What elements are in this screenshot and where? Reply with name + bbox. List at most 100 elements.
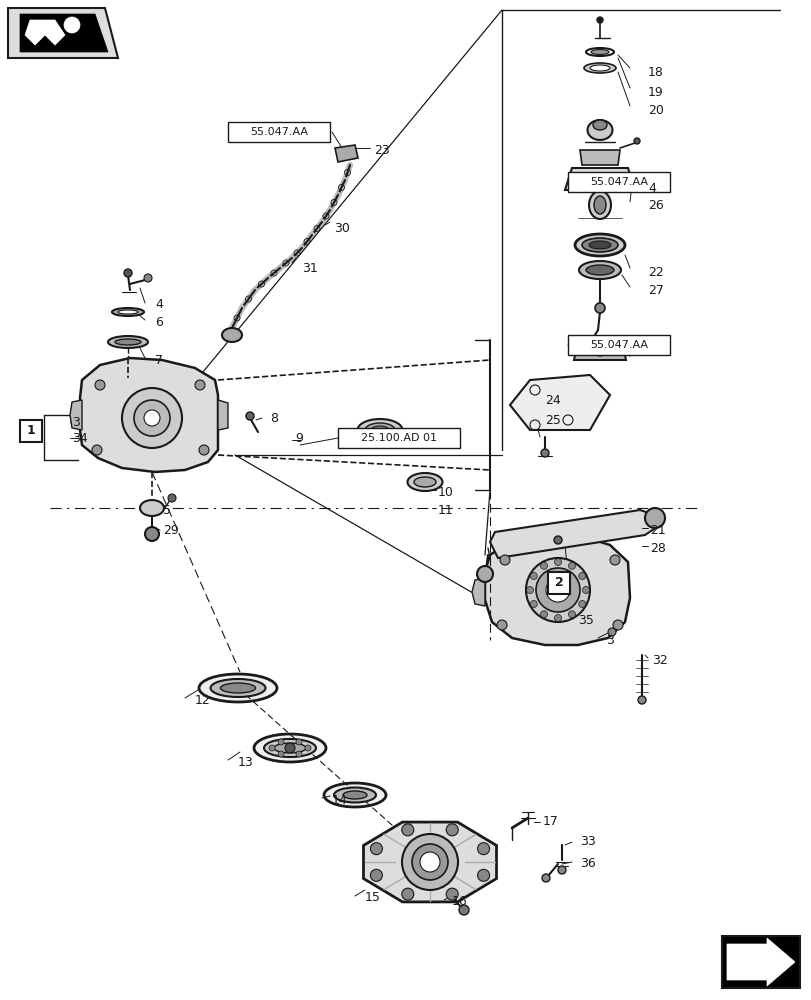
Text: 2: 2 (554, 576, 563, 589)
Text: 23: 23 (374, 144, 389, 157)
Circle shape (500, 555, 509, 565)
Ellipse shape (254, 734, 325, 762)
Circle shape (477, 869, 489, 881)
Text: 19: 19 (647, 86, 663, 99)
Circle shape (124, 269, 132, 277)
Polygon shape (20, 14, 108, 52)
Circle shape (557, 866, 565, 874)
Polygon shape (509, 375, 609, 430)
Bar (20, 420, 42, 442)
Bar (547, 572, 569, 594)
Circle shape (581, 586, 589, 593)
Circle shape (607, 628, 616, 636)
Circle shape (554, 614, 561, 621)
Bar (721, 936, 799, 988)
Bar (568, 335, 669, 355)
Bar (568, 172, 669, 192)
Polygon shape (8, 8, 118, 58)
Circle shape (637, 696, 646, 704)
Circle shape (633, 138, 639, 144)
Ellipse shape (264, 739, 315, 757)
Ellipse shape (594, 196, 605, 214)
Circle shape (476, 566, 492, 582)
Ellipse shape (210, 679, 265, 697)
Polygon shape (335, 145, 358, 162)
Text: 36: 36 (579, 857, 595, 870)
Circle shape (578, 572, 585, 580)
Text: 35: 35 (577, 613, 593, 626)
Circle shape (370, 869, 382, 881)
Text: 4: 4 (155, 298, 163, 312)
Circle shape (277, 751, 284, 757)
Text: 4: 4 (647, 182, 655, 195)
Circle shape (540, 449, 548, 457)
Circle shape (477, 843, 489, 855)
Polygon shape (573, 340, 625, 360)
Circle shape (596, 17, 603, 23)
Ellipse shape (588, 191, 610, 219)
Ellipse shape (587, 120, 611, 140)
Ellipse shape (578, 261, 620, 279)
Polygon shape (726, 938, 794, 986)
Text: 21: 21 (649, 524, 665, 536)
Ellipse shape (115, 339, 141, 345)
Circle shape (496, 620, 506, 630)
Text: 13: 13 (238, 756, 253, 768)
Polygon shape (363, 822, 496, 902)
Circle shape (530, 600, 537, 607)
Text: 55.047.AA: 55.047.AA (590, 340, 647, 350)
Text: 11: 11 (437, 504, 453, 516)
Ellipse shape (324, 783, 385, 807)
Circle shape (296, 739, 302, 745)
Circle shape (530, 572, 537, 580)
Ellipse shape (574, 234, 624, 256)
Ellipse shape (586, 265, 613, 275)
Text: 3: 3 (72, 416, 79, 428)
Circle shape (578, 600, 585, 607)
Text: 20: 20 (647, 104, 663, 117)
Polygon shape (564, 168, 634, 190)
Circle shape (446, 888, 457, 900)
Circle shape (401, 824, 414, 836)
Text: 18: 18 (647, 66, 663, 79)
Circle shape (609, 555, 620, 565)
Circle shape (277, 739, 284, 745)
Ellipse shape (581, 238, 617, 252)
Polygon shape (70, 400, 82, 430)
Circle shape (145, 527, 159, 541)
Text: 1: 1 (27, 424, 36, 438)
Ellipse shape (407, 473, 442, 491)
Polygon shape (217, 400, 228, 430)
Text: 15: 15 (365, 892, 380, 904)
Text: 28: 28 (649, 542, 665, 554)
Ellipse shape (273, 743, 306, 753)
Ellipse shape (365, 423, 394, 437)
Ellipse shape (118, 310, 138, 314)
Text: 55.047.AA: 55.047.AA (250, 127, 307, 137)
Ellipse shape (583, 63, 616, 73)
Text: 3: 3 (605, 634, 613, 646)
Text: 10: 10 (437, 486, 453, 498)
Ellipse shape (199, 674, 277, 702)
Circle shape (419, 852, 440, 872)
Ellipse shape (139, 500, 164, 516)
Circle shape (401, 888, 414, 900)
Text: 55.047.AA: 55.047.AA (590, 177, 647, 187)
Text: 34: 34 (72, 432, 88, 444)
Text: 22: 22 (647, 265, 663, 278)
Circle shape (401, 834, 457, 890)
Text: 25.100.AD 01: 25.100.AD 01 (361, 433, 436, 443)
Ellipse shape (333, 788, 375, 802)
Circle shape (526, 558, 590, 622)
Circle shape (285, 743, 294, 753)
Circle shape (568, 611, 575, 618)
Text: 26: 26 (647, 199, 663, 212)
Text: 8: 8 (270, 412, 277, 424)
Bar (228, 122, 329, 142)
Circle shape (541, 874, 549, 882)
Circle shape (134, 400, 169, 436)
Circle shape (64, 17, 80, 33)
Polygon shape (25, 20, 65, 45)
Text: 31: 31 (302, 261, 317, 274)
Ellipse shape (108, 336, 148, 348)
